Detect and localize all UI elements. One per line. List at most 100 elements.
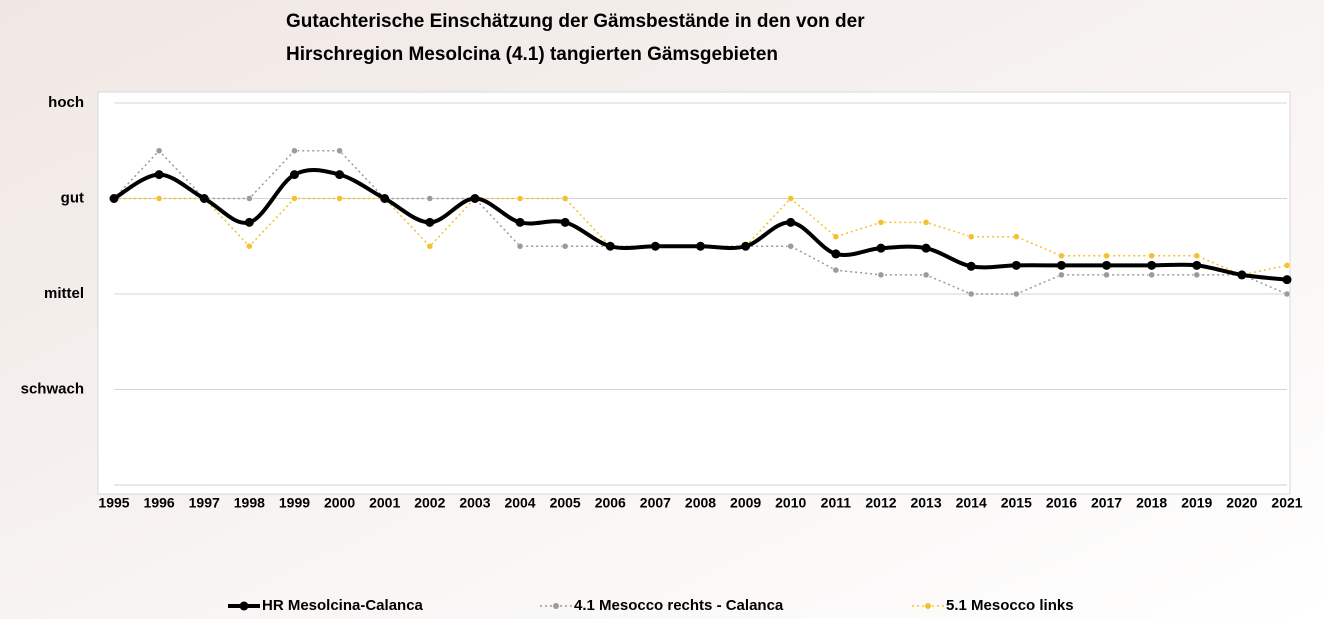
data-point: [470, 194, 480, 203]
series-line: [114, 197, 1288, 276]
data-point: [515, 217, 525, 227]
y-tick-label: gut: [61, 189, 84, 206]
x-tick-label: 2006: [595, 495, 626, 511]
data-point: [696, 241, 705, 251]
data-point: [832, 233, 840, 240]
legend-marker: [239, 601, 249, 611]
data-point: [786, 217, 796, 227]
data-point: [921, 243, 931, 253]
data-point: [244, 217, 254, 227]
data-point: [1147, 260, 1157, 270]
data-point: [650, 241, 660, 251]
x-tick-label: 2017: [1091, 495, 1122, 511]
x-tick-label: 2009: [730, 495, 761, 511]
data-point: [1283, 262, 1291, 269]
data-point: [605, 241, 615, 251]
data-point: [1193, 252, 1201, 260]
data-point: [1283, 290, 1291, 298]
data-point: [922, 219, 930, 226]
legend-label: 5.1 Mesocco links: [946, 597, 1074, 614]
data-point: [516, 195, 524, 202]
data-point: [787, 243, 794, 250]
x-tick-label: 2003: [459, 495, 490, 511]
data-point: [426, 195, 434, 202]
data-point: [1148, 252, 1155, 260]
x-tick-label: 2016: [1046, 495, 1077, 511]
data-point: [877, 271, 885, 279]
y-tick-label: hoch: [48, 94, 84, 111]
x-tick-label: 2001: [369, 495, 400, 511]
x-tick-label: 2004: [504, 495, 535, 511]
data-point: [877, 219, 885, 226]
x-tick-label: 2007: [640, 495, 671, 511]
x-tick-label: 2015: [1001, 495, 1032, 511]
data-point: [154, 170, 164, 180]
x-tick-label: 1997: [189, 495, 220, 511]
data-point: [291, 147, 298, 154]
data-point: [1193, 271, 1201, 279]
data-point: [787, 195, 794, 202]
data-point: [1148, 271, 1155, 279]
legend-label: HR Mesolcina-Calanca: [262, 597, 424, 614]
data-point: [561, 195, 569, 202]
x-tick-label: 2012: [865, 495, 896, 511]
plot-area: [97, 91, 1291, 495]
x-tick-label: 2008: [685, 495, 716, 511]
data-point: [335, 170, 345, 180]
data-point: [1237, 270, 1247, 280]
data-point: [1102, 260, 1112, 270]
x-tick-label: 1999: [279, 495, 310, 511]
x-tick-label: 2014: [956, 495, 987, 511]
y-tick-label: schwach: [21, 380, 84, 397]
x-tick-label: 1996: [144, 495, 175, 511]
data-point: [922, 271, 930, 279]
data-point: [967, 290, 975, 298]
x-tick-label: 2020: [1226, 495, 1257, 511]
data-point: [560, 217, 570, 227]
data-point: [966, 261, 976, 271]
legend-label: 4.1 Mesocco rechts - Calanca: [574, 597, 784, 614]
legend-marker: [925, 603, 931, 609]
data-point: [336, 195, 343, 202]
data-point: [741, 241, 751, 251]
chart-title: Gutachterische Einschätzung der Gämsbest…: [286, 11, 865, 32]
x-tick-label: 2021: [1271, 495, 1302, 511]
x-tick-label: 2018: [1136, 495, 1167, 511]
x-tick-label: 2000: [324, 495, 355, 511]
data-point: [1103, 252, 1110, 260]
data-point: [291, 195, 298, 202]
data-point: [876, 243, 886, 253]
chart-title: Hirschregion Mesolcina (4.1) tangierten …: [286, 44, 778, 65]
data-point: [1058, 271, 1065, 279]
legend-marker: [553, 603, 559, 609]
data-point: [1103, 271, 1110, 279]
x-tick-label: 2002: [414, 495, 445, 511]
x-tick-label: 2005: [550, 495, 581, 511]
x-tick-label: 2019: [1181, 495, 1212, 511]
x-tick-label: 2010: [775, 495, 806, 511]
data-point: [1192, 260, 1202, 270]
data-point: [199, 194, 209, 203]
y-tick-label: mittel: [44, 285, 84, 302]
data-point: [561, 243, 569, 250]
data-point: [109, 194, 119, 203]
data-point: [336, 147, 343, 154]
data-point: [832, 266, 840, 274]
x-tick-label: 2013: [910, 495, 941, 511]
data-point: [155, 195, 163, 202]
data-point: [1013, 233, 1020, 240]
data-point: [1058, 252, 1065, 260]
x-tick-label: 1998: [234, 495, 265, 511]
data-point: [380, 194, 390, 203]
data-point: [831, 249, 841, 259]
data-point: [426, 243, 434, 250]
data-point: [1011, 260, 1021, 270]
data-point: [1056, 260, 1066, 270]
data-point: [246, 195, 253, 202]
data-point: [1013, 290, 1020, 298]
data-point: [246, 243, 253, 250]
data-point: [967, 233, 975, 240]
data-point: [1282, 275, 1292, 285]
data-point: [425, 217, 435, 227]
